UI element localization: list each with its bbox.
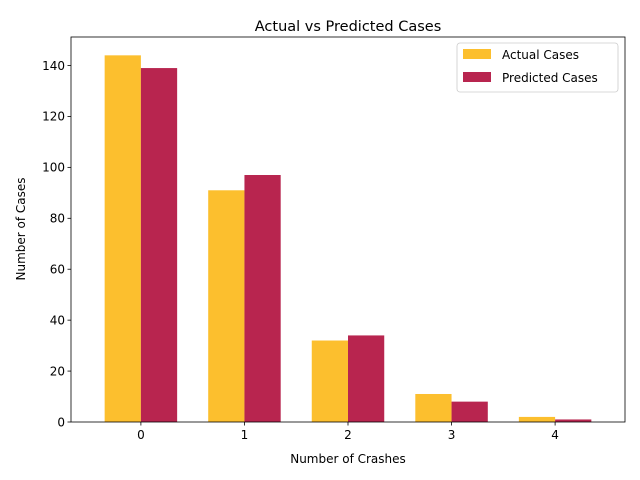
legend-label-predicted-cases: Predicted Cases	[502, 71, 598, 85]
bar-actual-cases-0	[104, 55, 141, 422]
bar-predicted-cases-4	[555, 419, 592, 422]
bar-actual-cases-4	[518, 416, 556, 422]
bar-predicted-cases-1	[244, 175, 281, 422]
bar-actual-cases-2	[311, 340, 348, 422]
bar-actual-cases-3	[415, 393, 452, 422]
y-tick-label: 0	[57, 415, 65, 429]
legend-swatch-actual-cases	[463, 49, 491, 59]
y-tick-label: 100	[42, 161, 65, 175]
bar-actual-cases-1	[208, 190, 245, 422]
chart-title: Actual vs Predicted Cases	[255, 19, 442, 35]
legend: Actual Cases Predicted Cases	[456, 42, 619, 93]
x-tick-label: 1	[241, 428, 249, 442]
legend-swatch-predicted-cases	[463, 72, 491, 82]
bar-predicted-cases-2	[348, 335, 385, 422]
bar-predicted-cases-3	[451, 401, 488, 422]
legend-label-actual-cases: Actual Cases	[502, 48, 579, 62]
x-tick-label: 0	[137, 428, 145, 442]
x-axis-label: Number of Crashes	[290, 452, 406, 466]
y-tick-label: 120	[42, 110, 65, 124]
y-axis-label: Number of Cases	[14, 177, 28, 280]
x-tick-label: 3	[448, 428, 456, 442]
x-tick-label: 2	[344, 428, 352, 442]
bars-layer	[104, 55, 592, 422]
y-tick-label: 40	[50, 313, 65, 327]
x-tick-label: 4	[551, 428, 559, 442]
legend-frame	[456, 42, 619, 93]
y-tick-label: 20	[50, 364, 65, 378]
bar-predicted-cases-0	[140, 68, 178, 422]
y-tick-label: 60	[50, 263, 65, 277]
y-tick-label: 140	[42, 59, 65, 73]
y-tick-label: 80	[50, 212, 65, 226]
